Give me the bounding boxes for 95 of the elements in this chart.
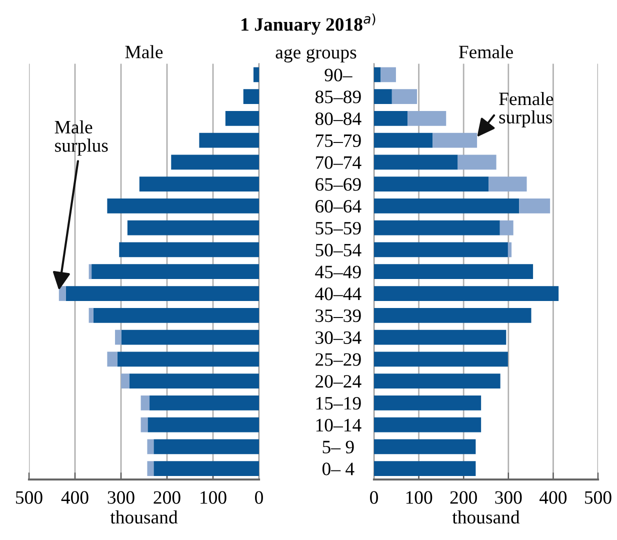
y-tick-label: 30–34 bbox=[316, 331, 362, 344]
y-tick-label: 50–54 bbox=[316, 244, 362, 256]
bar bbox=[88, 264, 92, 280]
y-axis-title: age groups bbox=[276, 48, 356, 62]
x-axis-title: thousand bbox=[452, 510, 520, 524]
x-tick-label: 200 bbox=[154, 491, 180, 504]
bar bbox=[392, 89, 418, 104]
bar bbox=[374, 417, 482, 432]
y-tick-label: 70–74 bbox=[316, 156, 362, 169]
y-tick-label: 85–89 bbox=[315, 90, 361, 104]
bar bbox=[488, 176, 527, 192]
bar bbox=[374, 395, 482, 410]
annotation: Male surplus bbox=[54, 120, 108, 156]
x-tick-label: 0 bbox=[370, 491, 378, 504]
x-tick-label: 200 bbox=[450, 491, 477, 504]
bar bbox=[374, 198, 520, 214]
bar bbox=[225, 110, 259, 126]
bar bbox=[374, 439, 476, 454]
y-tick-label: 5– 9 bbox=[322, 440, 354, 454]
bar bbox=[500, 220, 514, 236]
bar bbox=[374, 308, 532, 323]
bar bbox=[88, 308, 94, 323]
bar bbox=[374, 264, 534, 280]
bar bbox=[139, 176, 259, 192]
y-tick-label: 90– bbox=[324, 68, 352, 82]
bar bbox=[66, 286, 259, 301]
bar bbox=[147, 439, 154, 454]
bar bbox=[121, 330, 259, 345]
bar bbox=[380, 67, 396, 82]
bar bbox=[374, 110, 408, 126]
bar bbox=[92, 264, 259, 280]
bar bbox=[374, 330, 506, 345]
bar bbox=[253, 67, 259, 82]
bar bbox=[107, 198, 259, 214]
bar bbox=[154, 461, 259, 476]
bar bbox=[154, 439, 259, 454]
bar bbox=[121, 374, 130, 388]
bar bbox=[243, 89, 259, 104]
bar bbox=[150, 395, 259, 410]
y-tick-label: 20–24 bbox=[316, 375, 362, 388]
bar bbox=[148, 417, 259, 432]
y-tick-label: 10–14 bbox=[316, 418, 362, 432]
bar bbox=[107, 352, 118, 367]
y-tick-label: 80–84 bbox=[315, 112, 362, 126]
bar bbox=[127, 220, 259, 236]
bar bbox=[374, 132, 433, 148]
bar bbox=[115, 330, 122, 345]
y-tick-label: 65–69 bbox=[316, 178, 361, 191]
bar bbox=[117, 352, 259, 367]
x-axis-title: thousand bbox=[110, 510, 178, 524]
bar bbox=[374, 67, 381, 82]
bar bbox=[432, 132, 478, 148]
bar bbox=[374, 154, 458, 170]
x-tick-label: 300 bbox=[108, 491, 134, 504]
bar bbox=[508, 242, 512, 258]
x-tick-label: 100 bbox=[200, 491, 226, 504]
y-tick-label: 0– 4 bbox=[322, 462, 354, 476]
y-tick-label: 45–49 bbox=[315, 266, 361, 278]
bar bbox=[374, 89, 392, 104]
x-tick-label: 300 bbox=[495, 491, 522, 504]
bar bbox=[374, 374, 500, 388]
x-tick-label: 0 bbox=[255, 491, 263, 504]
chart-title: Male bbox=[125, 45, 163, 58]
text: 1 January 2018$^{a)}$ bbox=[242, 14, 376, 35]
y-tick-label: 40–44 bbox=[315, 288, 362, 300]
x-tick-label: 400 bbox=[61, 491, 88, 504]
x-tick-label: 100 bbox=[406, 491, 432, 504]
bar bbox=[93, 308, 259, 323]
bar bbox=[199, 132, 259, 148]
y-tick-label: 35–39 bbox=[316, 309, 361, 322]
chart-title: Female bbox=[458, 45, 513, 58]
bar bbox=[129, 374, 259, 388]
x-tick-label: 500 bbox=[16, 491, 42, 504]
y-tick-label: 60–64 bbox=[316, 200, 362, 213]
bar bbox=[374, 286, 559, 301]
x-tick-label: 400 bbox=[540, 491, 567, 504]
bar bbox=[119, 242, 259, 258]
y-tick-label: 15–19 bbox=[316, 397, 361, 410]
y-tick-label: 75–79 bbox=[316, 134, 361, 148]
bar bbox=[140, 417, 148, 432]
bar bbox=[374, 176, 489, 192]
bar bbox=[374, 461, 476, 476]
y-tick-label: 25–29 bbox=[316, 353, 361, 366]
bar bbox=[147, 461, 154, 476]
bar bbox=[374, 242, 508, 258]
bar bbox=[458, 154, 496, 170]
annotation: Female surplus bbox=[499, 92, 554, 128]
y-tick-label: 55–59 bbox=[316, 222, 361, 235]
bar bbox=[374, 220, 500, 236]
bar bbox=[374, 352, 508, 367]
bar bbox=[171, 154, 259, 170]
bar bbox=[519, 198, 550, 214]
x-tick-label: 500 bbox=[585, 491, 612, 504]
bar bbox=[408, 110, 446, 126]
bar bbox=[140, 395, 150, 410]
